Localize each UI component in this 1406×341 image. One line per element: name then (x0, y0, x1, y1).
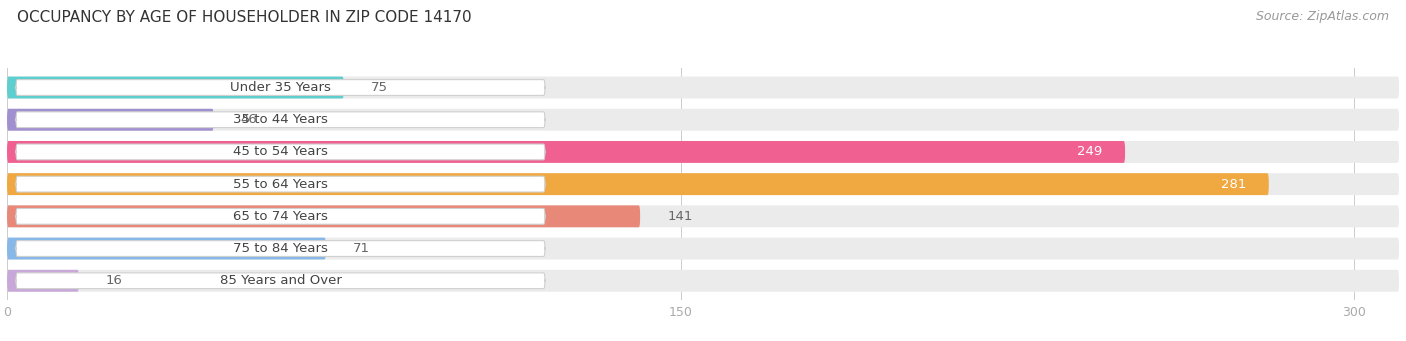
Text: 45 to 54 Years: 45 to 54 Years (233, 145, 328, 159)
Text: 35 to 44 Years: 35 to 44 Years (233, 113, 328, 126)
Text: 141: 141 (666, 210, 692, 223)
Text: 249: 249 (1077, 145, 1102, 159)
FancyBboxPatch shape (15, 176, 546, 192)
FancyBboxPatch shape (7, 109, 1399, 131)
Text: 75 to 84 Years: 75 to 84 Years (233, 242, 328, 255)
Text: 16: 16 (105, 274, 122, 287)
Text: Under 35 Years: Under 35 Years (231, 81, 330, 94)
FancyBboxPatch shape (15, 241, 546, 256)
Text: 55 to 64 Years: 55 to 64 Years (233, 178, 328, 191)
FancyBboxPatch shape (7, 270, 79, 292)
FancyBboxPatch shape (7, 109, 214, 131)
FancyBboxPatch shape (7, 77, 1399, 99)
FancyBboxPatch shape (15, 273, 546, 288)
Text: 85 Years and Over: 85 Years and Over (219, 274, 342, 287)
Text: 65 to 74 Years: 65 to 74 Years (233, 210, 328, 223)
Text: 71: 71 (353, 242, 370, 255)
FancyBboxPatch shape (15, 80, 546, 95)
FancyBboxPatch shape (7, 238, 326, 260)
FancyBboxPatch shape (7, 141, 1399, 163)
FancyBboxPatch shape (7, 77, 344, 99)
FancyBboxPatch shape (15, 144, 546, 160)
FancyBboxPatch shape (7, 205, 640, 227)
Text: 46: 46 (240, 113, 257, 126)
FancyBboxPatch shape (7, 205, 1399, 227)
FancyBboxPatch shape (7, 238, 1399, 260)
FancyBboxPatch shape (15, 208, 546, 224)
FancyBboxPatch shape (15, 112, 546, 128)
Text: 75: 75 (371, 81, 388, 94)
FancyBboxPatch shape (7, 141, 1125, 163)
Text: OCCUPANCY BY AGE OF HOUSEHOLDER IN ZIP CODE 14170: OCCUPANCY BY AGE OF HOUSEHOLDER IN ZIP C… (17, 10, 471, 25)
FancyBboxPatch shape (7, 173, 1399, 195)
FancyBboxPatch shape (7, 173, 1268, 195)
Text: Source: ZipAtlas.com: Source: ZipAtlas.com (1256, 10, 1389, 23)
Text: 281: 281 (1220, 178, 1246, 191)
FancyBboxPatch shape (7, 270, 1399, 292)
